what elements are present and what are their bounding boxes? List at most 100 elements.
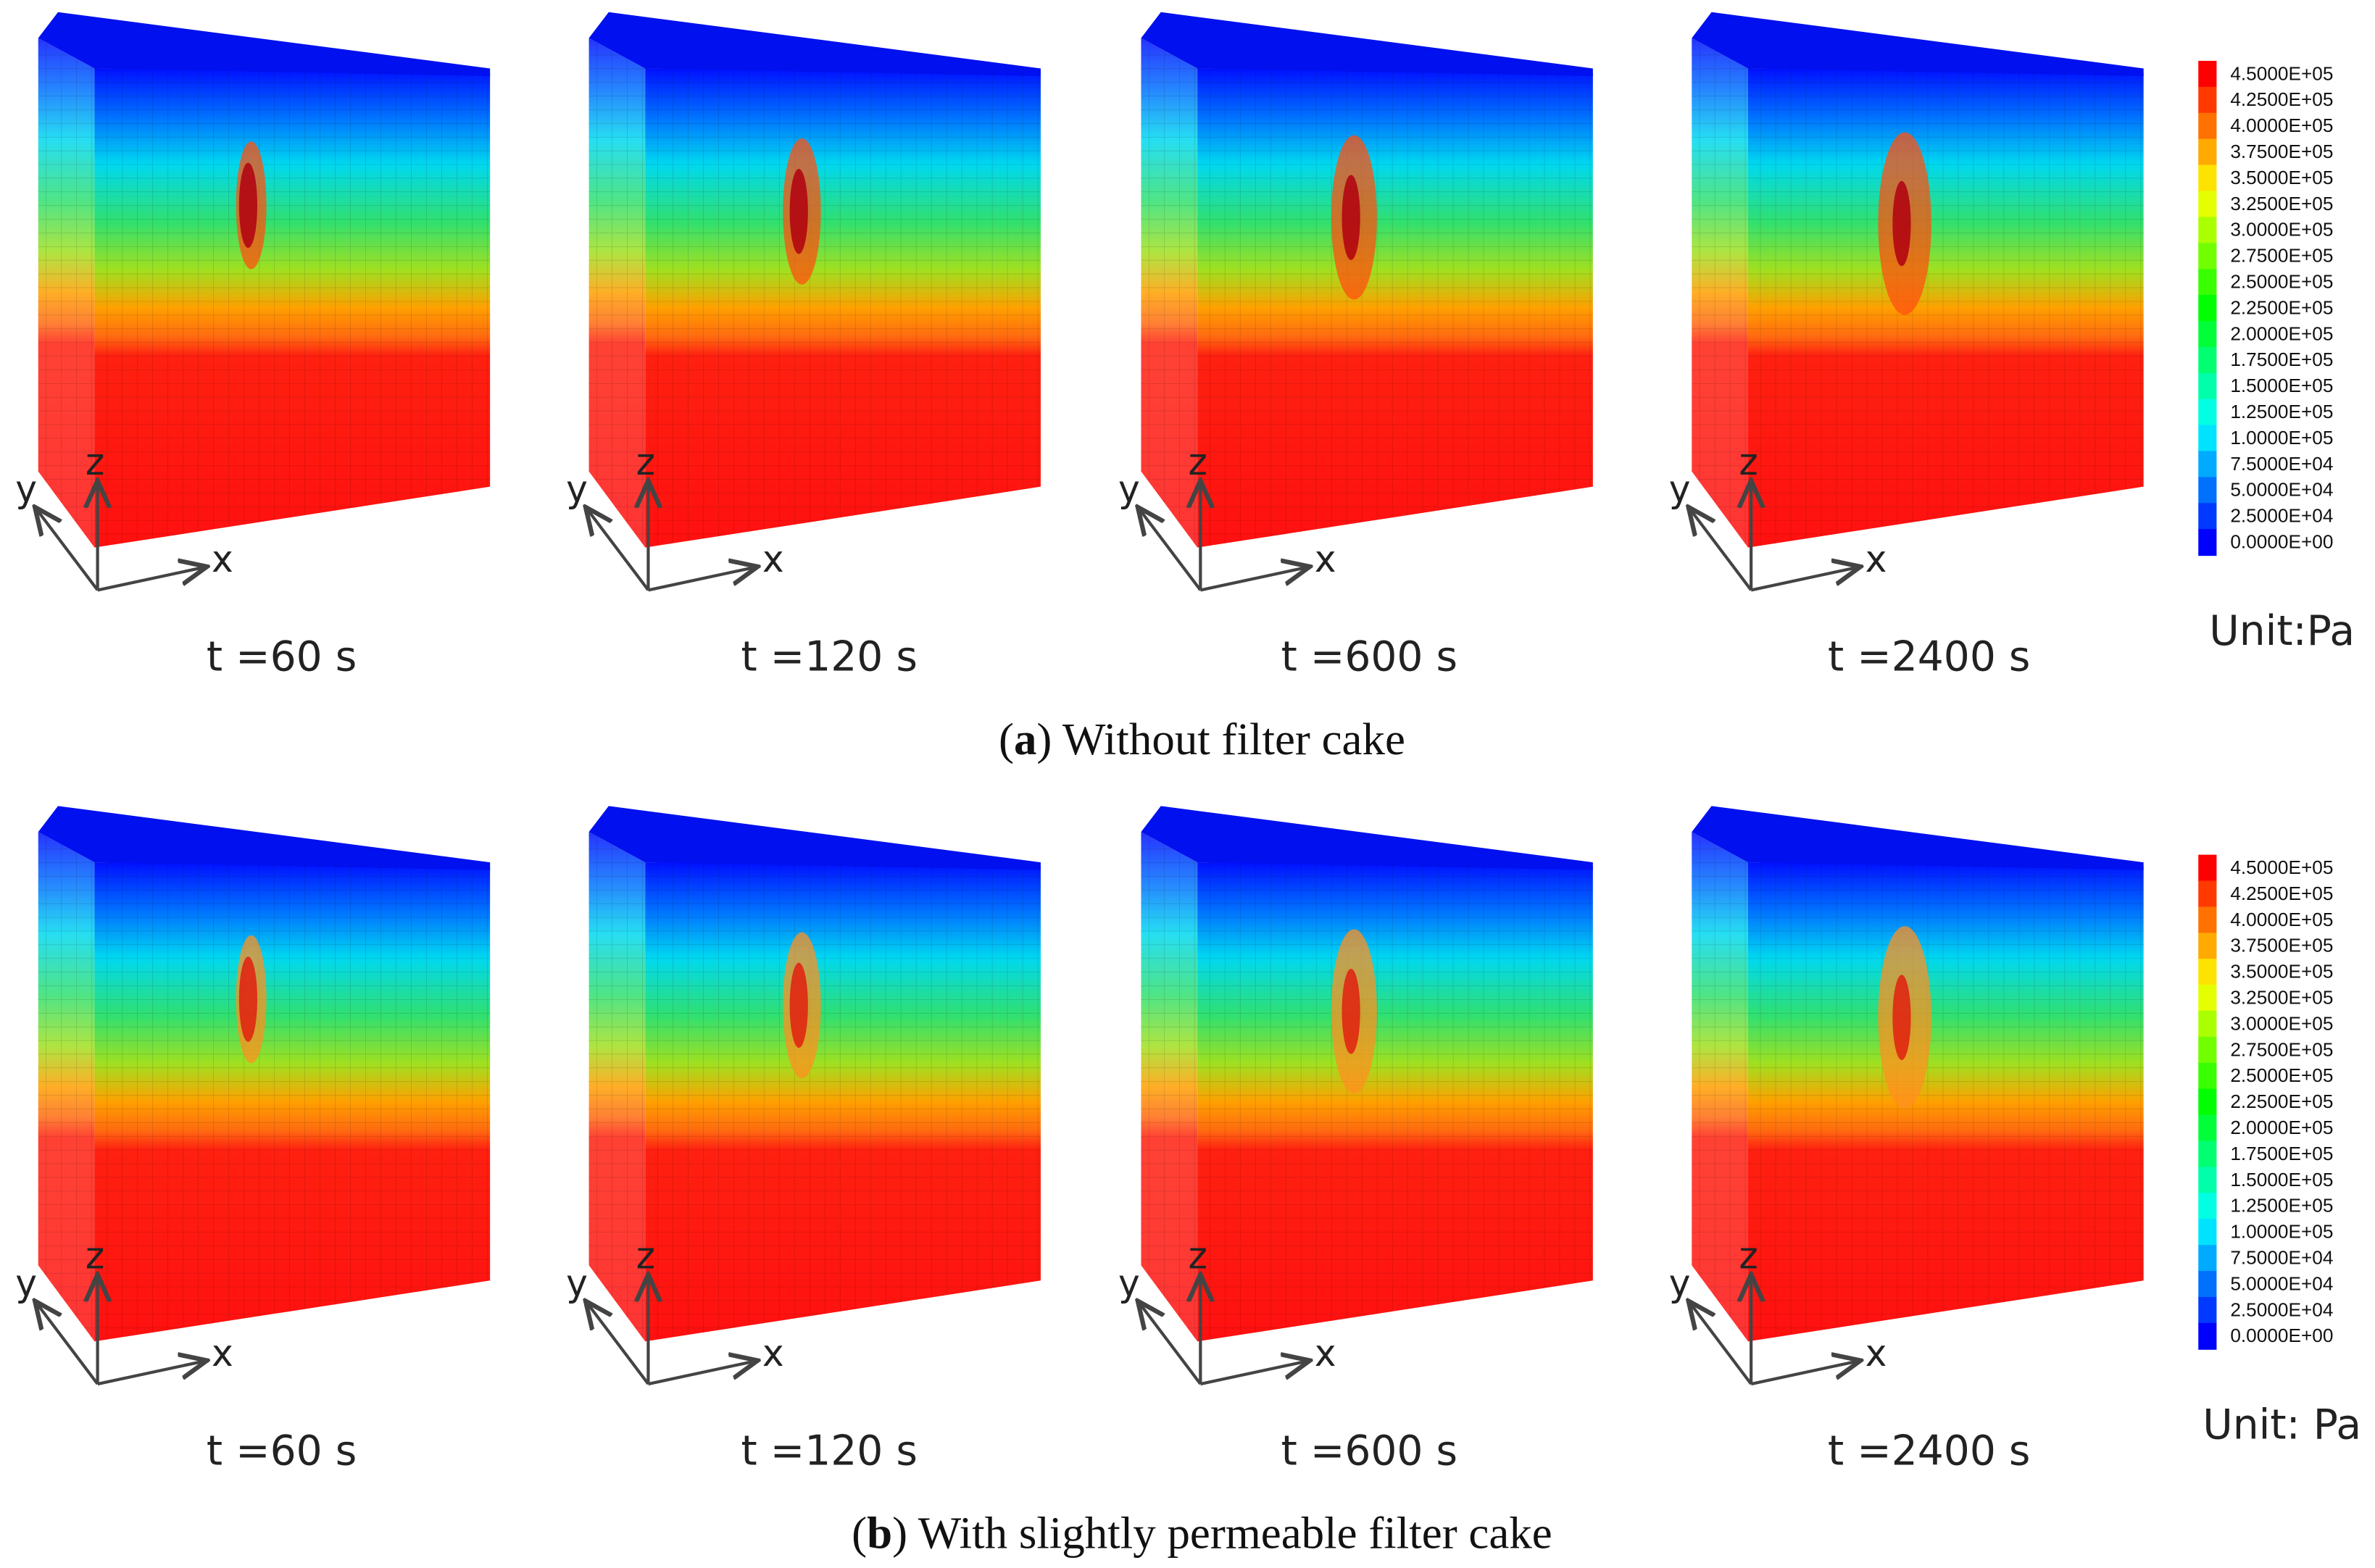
cube: x y z <box>1118 806 1593 1386</box>
axis-label: z <box>1739 1235 1758 1277</box>
cube-top <box>38 12 491 76</box>
colorbar-swatch <box>2198 112 2217 140</box>
colorbar-swatch <box>2198 1036 2217 1064</box>
axis-label: y <box>566 468 588 511</box>
axis-label: x <box>1315 1332 1336 1375</box>
time-label: t =2400 s <box>1828 633 2030 681</box>
colorbar-swatch <box>2198 1271 2217 1298</box>
colorbar-label: 4.5000E+05 <box>2230 62 2333 84</box>
colorbar-label: 5.0000E+04 <box>2230 479 2333 501</box>
axis-arrow <box>1139 1304 1202 1385</box>
axis-label: x <box>212 538 233 580</box>
colorbar-swatch <box>2198 217 2217 244</box>
axis-arrow <box>37 1304 99 1385</box>
cube-side-grid <box>38 832 95 1342</box>
colorbar-label: 2.5000E+04 <box>2230 505 2333 527</box>
hotspot <box>789 962 808 1048</box>
axis-label: x <box>762 538 784 580</box>
colorbar-swatch <box>2198 425 2217 452</box>
time-label: t =120 s <box>741 1427 918 1475</box>
axis-arrow <box>587 509 650 591</box>
colorbar-swatch <box>2198 477 2217 504</box>
colorbar-label: 2.5000E+05 <box>2230 1064 2333 1086</box>
axis-label: y <box>15 468 37 511</box>
colorbar-label: 0.0000E+00 <box>2230 531 2333 553</box>
cube: x y z <box>566 12 1041 592</box>
cube-front-grid <box>1197 862 1593 1342</box>
axis-label: x <box>1866 1332 1887 1375</box>
colorbar-swatch <box>2198 854 2217 882</box>
colorbar-label: 2.2500E+05 <box>2230 296 2333 318</box>
caption-part: ) With slightly permeable filter cake <box>892 1508 1552 1559</box>
axis-arrow <box>647 1361 754 1386</box>
time-label: t =60 s <box>207 633 357 681</box>
colorbar-label: 1.2500E+05 <box>2230 1195 2333 1217</box>
axis-label: x <box>1866 538 1887 580</box>
axis-arrow <box>1690 509 1752 591</box>
time-label: t =600 s <box>1281 633 1457 681</box>
colorbar-label: 4.2500E+05 <box>2230 883 2333 904</box>
colorbar-label: 3.2500E+05 <box>2230 193 2333 214</box>
axis-label: x <box>762 1332 784 1375</box>
cube-side-grid <box>1141 38 1198 548</box>
cube-top <box>1141 806 1593 870</box>
cube-side-grid <box>1692 38 1748 548</box>
cube-side-grid <box>1141 832 1198 1342</box>
cube-top <box>1141 12 1593 76</box>
cube-side-grid <box>588 38 646 548</box>
axis-label: z <box>86 1235 104 1277</box>
axis-label: x <box>212 1332 233 1375</box>
cube-top <box>588 12 1041 76</box>
colorbar-swatch <box>2198 295 2217 322</box>
axis-arrow <box>1199 567 1307 592</box>
colorbar-label: 7.5000E+04 <box>2230 1246 2333 1268</box>
cube-top <box>38 806 491 870</box>
time-label: t =60 s <box>207 1427 357 1475</box>
colorbar-label: 2.0000E+05 <box>2230 1117 2333 1138</box>
caption: (b) With slightly permeable filter cake <box>852 1508 1552 1559</box>
axis-arrow <box>1139 509 1202 591</box>
hotspot <box>789 168 808 254</box>
cube-side-grid <box>38 38 95 548</box>
axis-arrow <box>587 1304 650 1385</box>
axis-label: y <box>15 1262 37 1304</box>
colorbar-label: 2.7500E+05 <box>2230 245 2333 267</box>
colorbar-swatch <box>2198 1322 2217 1350</box>
cube-front-grid <box>645 862 1041 1342</box>
cube-top <box>588 806 1041 870</box>
caption-part: b <box>867 1508 892 1559</box>
axis-label: z <box>636 1235 655 1277</box>
colorbar-label: 4.5000E+05 <box>2230 856 2333 878</box>
colorbar-label: 5.0000E+04 <box>2230 1272 2333 1294</box>
colorbar-label: 1.5000E+05 <box>2230 375 2333 396</box>
cube: x y z <box>1669 12 2144 592</box>
caption: (a) Without filter cake <box>999 714 1405 764</box>
cube: x y z <box>566 806 1041 1386</box>
colorbar-swatch <box>2198 985 2217 1012</box>
colorbar-swatch <box>2198 503 2217 530</box>
axis-label: y <box>1118 468 1140 511</box>
colorbar-swatch <box>2198 1114 2217 1142</box>
colorbar-swatch <box>2198 372 2217 400</box>
colorbar-swatch <box>2198 451 2217 478</box>
axis-arrow <box>97 1361 204 1386</box>
cube: x y z <box>1118 12 1593 592</box>
colorbar-swatch <box>2198 320 2217 348</box>
hotspot <box>1342 969 1360 1054</box>
colorbar-swatch <box>2198 138 2217 166</box>
colorbar-swatch <box>2198 164 2217 192</box>
colorbar-label: 2.7500E+05 <box>2230 1038 2333 1060</box>
cube-front-grid <box>1747 68 2144 548</box>
colorbar-swatch <box>2198 1062 2217 1090</box>
hotspot <box>1342 175 1360 260</box>
colorbar-label: 2.2500E+05 <box>2230 1090 2333 1112</box>
colorbar-swatch <box>2198 86 2217 114</box>
colorbar-label: 2.5000E+04 <box>2230 1298 2333 1320</box>
axis-arrow <box>97 567 204 592</box>
cube-front-grid <box>94 68 491 548</box>
colorbar-swatch <box>2198 1245 2217 1272</box>
axis-label: y <box>1118 1262 1140 1304</box>
hotspot <box>238 956 258 1042</box>
